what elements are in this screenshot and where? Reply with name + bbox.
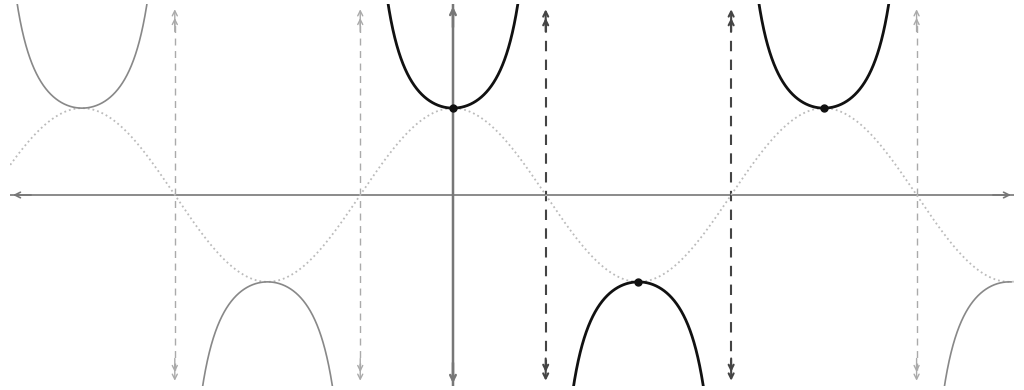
Text: t: t bbox=[1023, 188, 1024, 202]
